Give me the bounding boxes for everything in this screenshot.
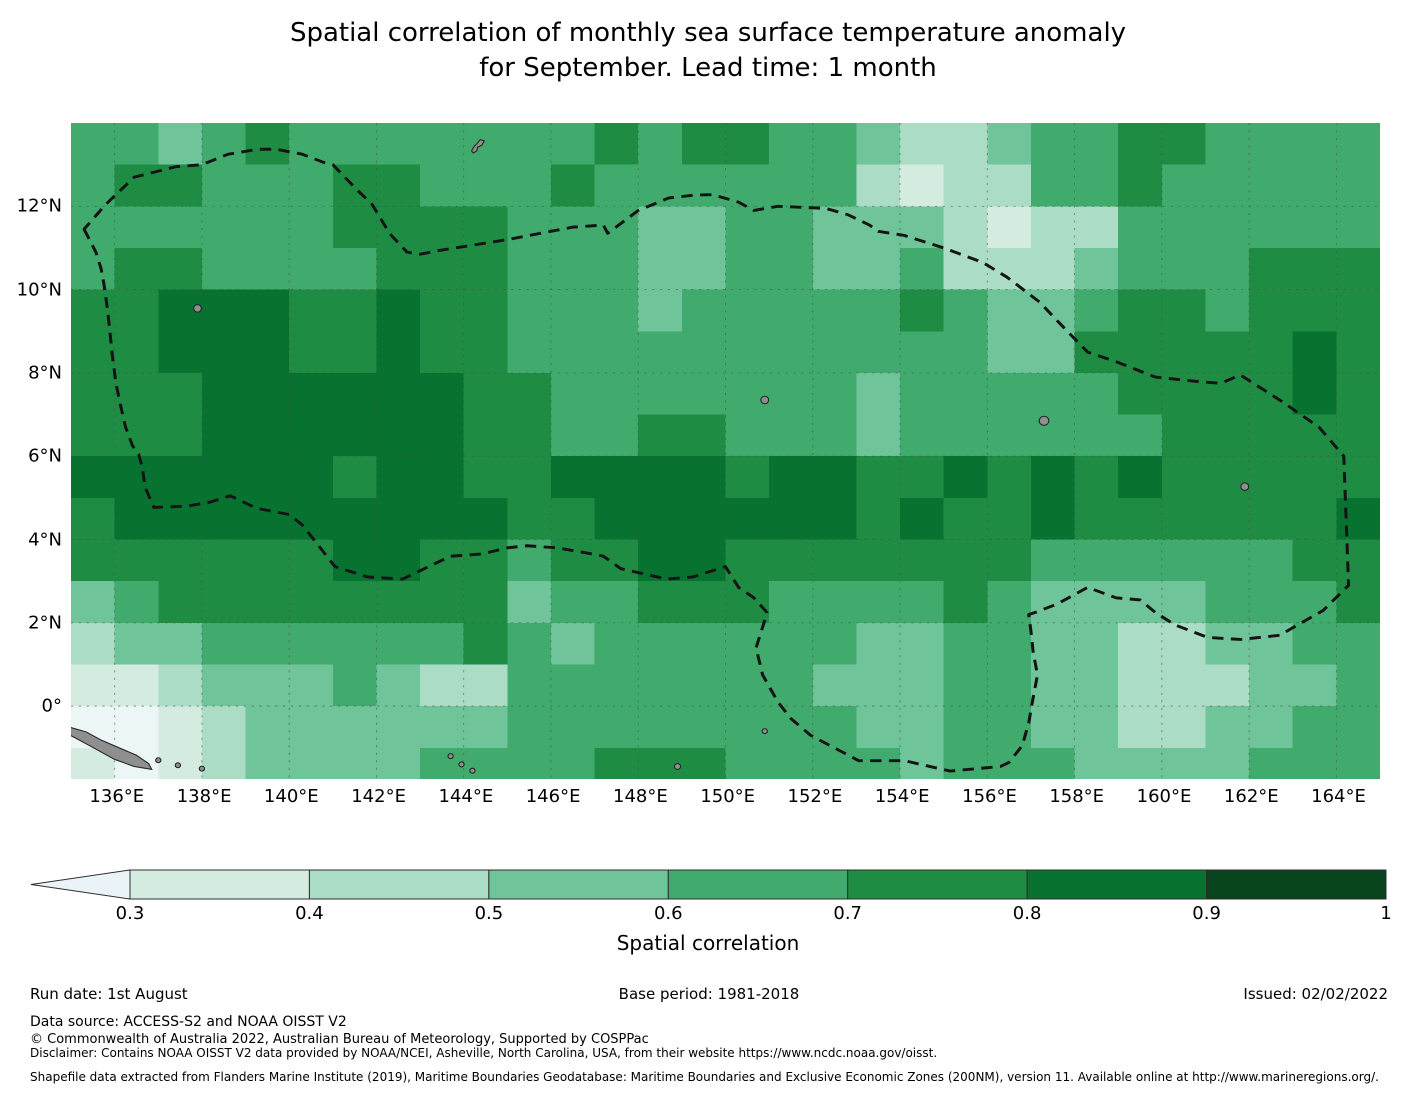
x-tick-label: 154°E bbox=[874, 786, 930, 807]
pohnpei-island bbox=[1038, 415, 1050, 426]
colorbar: 0.3 0.4 0.5 0.6 0.7 0.8 0.9 1 bbox=[30, 869, 1392, 933]
colorbar-tick-label: 1 bbox=[1380, 903, 1392, 924]
chart-title: Spatial correlation of monthly sea surfa… bbox=[289, 18, 1127, 83]
run-date: Run date: 1st August bbox=[30, 985, 188, 1003]
colorbar-tick-label: 0.8 bbox=[1012, 903, 1042, 924]
base-period: Base period: 1981-2018 bbox=[618, 985, 800, 1003]
x-tick-label: 138°E bbox=[176, 786, 232, 807]
x-tick-label: 160°E bbox=[1136, 786, 1192, 807]
disclaimer-note: Disclaimer: Contains NOAA OISST V2 data … bbox=[30, 1046, 938, 1060]
x-tick-label: 162°E bbox=[1223, 786, 1279, 807]
y-tick-label: 12°N bbox=[16, 195, 62, 217]
data-source: Data source: ACCESS-S2 and NOAA OISST V2 bbox=[30, 1014, 347, 1030]
colorbar-swatches bbox=[30, 869, 1387, 900]
islet-island bbox=[458, 761, 465, 768]
shapefile-note: Shapefile data extracted from Flanders M… bbox=[30, 1070, 1379, 1084]
y-tick-label: 0° bbox=[41, 695, 62, 717]
x-tick-label: 150°E bbox=[700, 786, 756, 807]
islet-island bbox=[174, 762, 182, 769]
colorbar-tick-label: 0.7 bbox=[833, 903, 863, 924]
colorbar-tick-label: 0.9 bbox=[1192, 903, 1221, 924]
y-tick-label: 4°N bbox=[28, 529, 62, 550]
y-tick-label: 10°N bbox=[16, 279, 62, 301]
x-tick-label: 142°E bbox=[351, 786, 406, 807]
islet-island bbox=[155, 757, 162, 764]
new-guinea-coast-island bbox=[71, 727, 153, 771]
islet-island bbox=[761, 728, 768, 735]
x-tick-label: 144°E bbox=[438, 786, 494, 807]
y-axis-tick-labels: 12°N 10°N 8°N 6°N 4°N 2°N 0° bbox=[0, 123, 62, 779]
chuuk-island bbox=[760, 395, 770, 405]
colorbar-tick-label: 0.6 bbox=[653, 903, 683, 924]
yap-island bbox=[193, 304, 203, 313]
x-tick-label: 140°E bbox=[263, 786, 319, 807]
colorbar-under-arrow bbox=[30, 869, 131, 900]
islands-layer bbox=[71, 139, 1250, 774]
colorbar-tick-label: 0.5 bbox=[474, 903, 504, 924]
metadata-row: Run date: 1st August Base period: 1981-2… bbox=[30, 985, 1388, 1005]
colorbar-label: Spatial correlation bbox=[616, 931, 800, 955]
x-tick-label: 158°E bbox=[1049, 786, 1105, 807]
x-tick-label: 148°E bbox=[613, 786, 668, 807]
y-tick-label: 6°N bbox=[28, 445, 62, 467]
colorbar-tick-label: 0.3 bbox=[115, 903, 145, 924]
x-tick-label: 156°E bbox=[962, 786, 1017, 807]
map-area bbox=[71, 123, 1380, 779]
x-tick-label: 136°E bbox=[89, 786, 145, 807]
y-tick-label: 2°N bbox=[28, 612, 62, 634]
colorbar-tick-label: 0.4 bbox=[295, 903, 324, 924]
copyright-notice: © Commonwealth of Australia 2022, Austra… bbox=[30, 1032, 649, 1047]
issued-date: Issued: 02/02/2022 bbox=[1243, 985, 1388, 1003]
x-tick-label: 164°E bbox=[1311, 786, 1366, 807]
islet-island bbox=[447, 753, 454, 760]
guam-island bbox=[470, 139, 485, 154]
islet-island bbox=[673, 763, 682, 770]
islet-island bbox=[469, 767, 476, 774]
correlation-grid bbox=[71, 123, 1380, 779]
x-tick-label: 152°E bbox=[787, 786, 843, 807]
kosrae-island bbox=[1240, 482, 1250, 491]
map-canvas bbox=[71, 123, 1380, 779]
y-tick-label: 8°N bbox=[28, 362, 62, 384]
x-tick-label: 146°E bbox=[525, 786, 581, 807]
x-axis-tick-labels: 136°E 138°E 140°E 142°E 144°E 146°E 148°E 150°E… bbox=[71, 786, 1380, 814]
islet-island bbox=[198, 765, 206, 772]
eez-boundary-line bbox=[82, 147, 1351, 773]
